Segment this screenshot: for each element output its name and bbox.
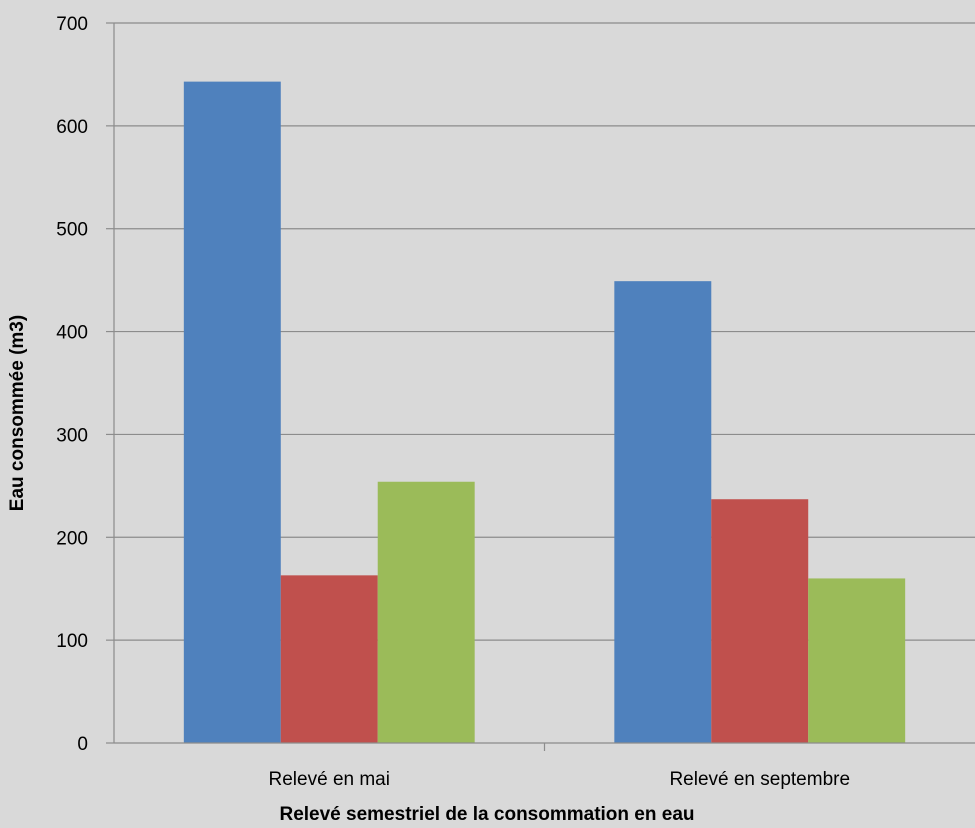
bar-series-2-2 <box>711 499 809 743</box>
y-axis-title: Eau consommée (m3) <box>7 315 28 511</box>
bar-series-2-1 <box>280 575 378 743</box>
y-tick-label: 400 <box>56 323 88 344</box>
x-tick-label: Relevé en septembre <box>669 769 850 790</box>
x-tick-label: Relevé en mai <box>269 769 390 790</box>
x-axis-title: Relevé semestriel de la consommation en … <box>279 804 694 825</box>
y-tick-label: 0 <box>77 734 88 755</box>
y-tick-label: 500 <box>56 220 88 241</box>
axes <box>106 22 975 751</box>
y-tick-label: 200 <box>56 528 88 549</box>
y-tick-labels: 0 100 200 300 400 500 600 700 <box>56 14 88 755</box>
y-tick-label: 100 <box>56 631 88 652</box>
bar-series-3-1 <box>377 481 475 743</box>
bars <box>183 81 906 744</box>
y-tick-label: 600 <box>56 117 88 138</box>
y-tick-label: 700 <box>56 14 88 35</box>
bar-series-1-1 <box>183 81 281 744</box>
bar-series-3-2 <box>808 578 906 743</box>
y-tick-label: 300 <box>56 425 88 446</box>
x-tick-labels: Relevé en mai Relevé en septembre <box>269 769 851 790</box>
bar-series-1-2 <box>614 281 712 743</box>
